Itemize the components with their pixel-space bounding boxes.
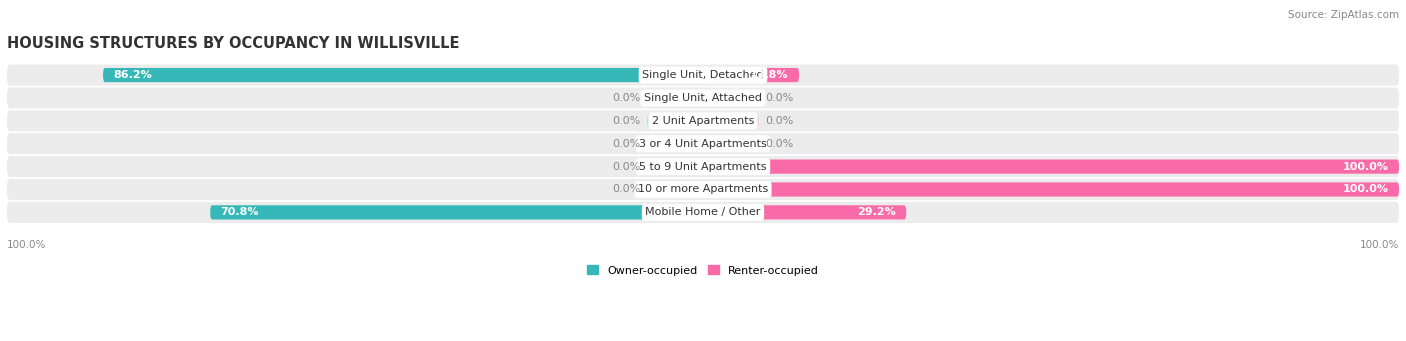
Text: 100.0%: 100.0% bbox=[1360, 240, 1399, 250]
Text: 100.0%: 100.0% bbox=[1343, 184, 1389, 194]
Text: 0.0%: 0.0% bbox=[766, 93, 794, 103]
FancyBboxPatch shape bbox=[647, 182, 703, 197]
Text: HOUSING STRUCTURES BY OCCUPANCY IN WILLISVILLE: HOUSING STRUCTURES BY OCCUPANCY IN WILLI… bbox=[7, 36, 460, 51]
FancyBboxPatch shape bbox=[703, 182, 1399, 197]
Text: 10 or more Apartments: 10 or more Apartments bbox=[638, 184, 768, 194]
FancyBboxPatch shape bbox=[703, 160, 1399, 174]
Text: 0.0%: 0.0% bbox=[766, 116, 794, 126]
FancyBboxPatch shape bbox=[7, 64, 1399, 86]
FancyBboxPatch shape bbox=[7, 133, 1399, 154]
Text: Single Unit, Attached: Single Unit, Attached bbox=[644, 93, 762, 103]
Text: 86.2%: 86.2% bbox=[114, 70, 152, 80]
FancyBboxPatch shape bbox=[647, 160, 703, 174]
FancyBboxPatch shape bbox=[703, 68, 799, 82]
Text: 0.0%: 0.0% bbox=[612, 139, 640, 149]
FancyBboxPatch shape bbox=[7, 202, 1399, 223]
Text: 13.8%: 13.8% bbox=[751, 70, 789, 80]
FancyBboxPatch shape bbox=[7, 87, 1399, 108]
Text: Source: ZipAtlas.com: Source: ZipAtlas.com bbox=[1288, 10, 1399, 20]
Text: 0.0%: 0.0% bbox=[612, 184, 640, 194]
Text: 0.0%: 0.0% bbox=[612, 162, 640, 172]
FancyBboxPatch shape bbox=[703, 137, 759, 151]
FancyBboxPatch shape bbox=[647, 91, 703, 105]
FancyBboxPatch shape bbox=[703, 91, 759, 105]
Text: Mobile Home / Other: Mobile Home / Other bbox=[645, 207, 761, 217]
Text: 5 to 9 Unit Apartments: 5 to 9 Unit Apartments bbox=[640, 162, 766, 172]
Legend: Owner-occupied, Renter-occupied: Owner-occupied, Renter-occupied bbox=[582, 261, 824, 280]
FancyBboxPatch shape bbox=[103, 68, 703, 82]
FancyBboxPatch shape bbox=[7, 156, 1399, 177]
FancyBboxPatch shape bbox=[703, 205, 907, 220]
FancyBboxPatch shape bbox=[647, 114, 703, 128]
Text: 0.0%: 0.0% bbox=[612, 116, 640, 126]
FancyBboxPatch shape bbox=[647, 137, 703, 151]
FancyBboxPatch shape bbox=[703, 114, 759, 128]
Text: 100.0%: 100.0% bbox=[7, 240, 46, 250]
Text: 2 Unit Apartments: 2 Unit Apartments bbox=[652, 116, 754, 126]
Text: 0.0%: 0.0% bbox=[612, 93, 640, 103]
FancyBboxPatch shape bbox=[209, 205, 703, 220]
Text: 29.2%: 29.2% bbox=[858, 207, 896, 217]
Text: 0.0%: 0.0% bbox=[766, 139, 794, 149]
Text: 70.8%: 70.8% bbox=[221, 207, 259, 217]
Text: Single Unit, Detached: Single Unit, Detached bbox=[643, 70, 763, 80]
Text: 3 or 4 Unit Apartments: 3 or 4 Unit Apartments bbox=[640, 139, 766, 149]
Text: 100.0%: 100.0% bbox=[1343, 162, 1389, 172]
FancyBboxPatch shape bbox=[7, 179, 1399, 200]
FancyBboxPatch shape bbox=[7, 110, 1399, 131]
